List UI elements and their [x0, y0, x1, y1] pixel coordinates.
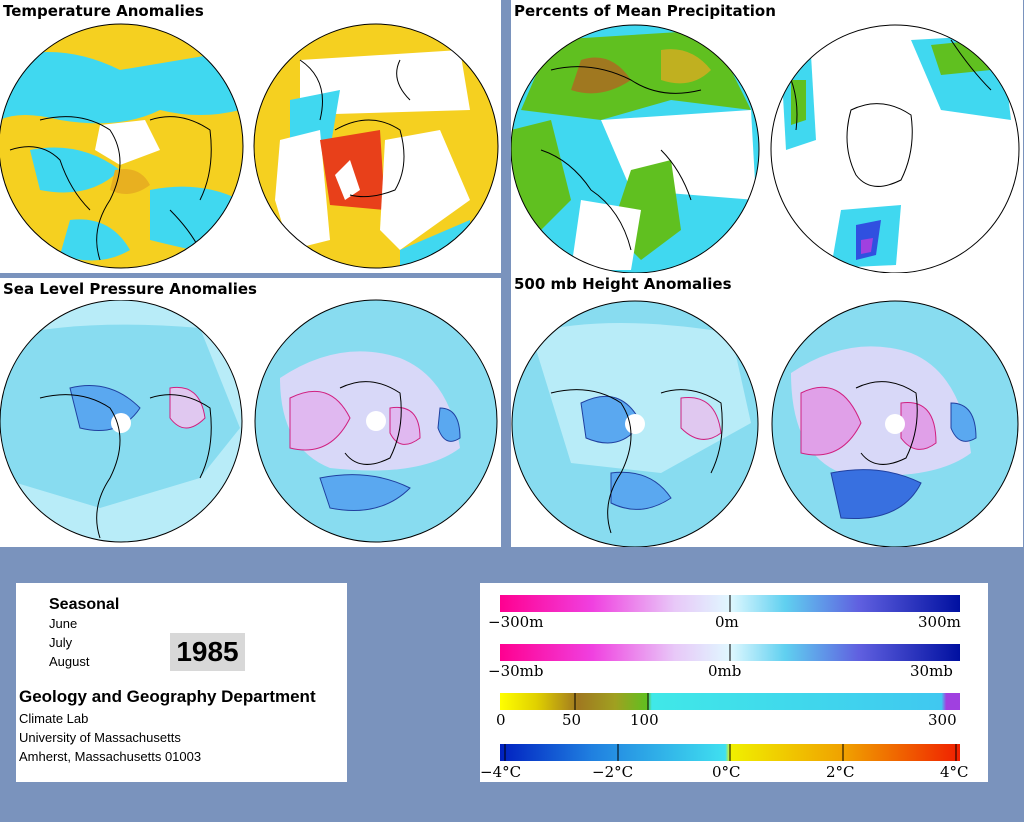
temp-label-4: 4°C: [940, 763, 969, 781]
precip-label-100: 100: [630, 711, 659, 729]
month-2: July: [49, 635, 73, 650]
pressure-panel: Sea Level Pressure Anomalies: [0, 278, 501, 547]
height-south-map: [772, 301, 1018, 547]
precip-colorbar: [500, 693, 960, 710]
month-3: August: [49, 654, 90, 669]
address-line-3: Amherst, Massachusetts 01003: [19, 749, 202, 764]
temp-label-minus2: −2°C: [592, 763, 634, 781]
precipitation-north-map: [511, 25, 759, 273]
temperature-south-map: [254, 24, 498, 268]
address-line-2: University of Massachusetts: [19, 730, 181, 745]
height-label-max: 300m: [918, 613, 961, 631]
pressure-label-max: 30mb: [910, 662, 953, 680]
precipitation-panel: Percents of Mean Precipitation: [511, 0, 1023, 273]
height-label-min: −300m: [488, 613, 544, 631]
info-box: Seasonal June July August 1985 Geology a…: [16, 583, 347, 782]
temperature-panel: Temperature Anomalies: [0, 0, 501, 273]
temperature-north-map: [0, 24, 243, 268]
pressure-maps: [0, 299, 498, 543]
precipitation-title: Percents of Mean Precipitation: [512, 0, 778, 22]
legend-box: −300m 0m 300m −30mb 0mb 30mb 0 50 100 30…: [480, 583, 988, 782]
precip-label-0: 0: [496, 711, 506, 729]
height-label-zero: 0m: [715, 613, 739, 631]
pressure-south-map: [255, 300, 497, 542]
legend-bars: [500, 595, 960, 761]
pressure-label-zero: 0mb: [708, 662, 742, 680]
pressure-label-min: −30mb: [488, 662, 544, 680]
month-1: June: [49, 616, 78, 631]
year-badge: 1985: [170, 633, 245, 671]
temperature-title: Temperature Anomalies: [1, 0, 206, 22]
precip-label-50: 50: [562, 711, 582, 729]
period-label: Seasonal: [49, 596, 120, 613]
department-name: Geology and Geography Department: [19, 687, 316, 706]
precip-label-300: 300: [928, 711, 957, 729]
address-line-1: Climate Lab: [19, 711, 89, 726]
temperature-maps: [0, 23, 499, 269]
pressure-north-map: [0, 300, 242, 542]
height-maps: [511, 300, 1019, 547]
precipitation-maps: [511, 24, 1020, 273]
temp-label-0: 0°C: [712, 763, 741, 781]
temp-label-minus4: −4°C: [480, 763, 522, 781]
height-panel: 500 mb Height Anomalies: [511, 273, 1023, 547]
height-north-map: [512, 301, 758, 547]
temp-label-2: 2°C: [826, 763, 855, 781]
precipitation-south-map: [771, 25, 1019, 273]
pressure-title: Sea Level Pressure Anomalies: [1, 278, 259, 300]
height-title: 500 mb Height Anomalies: [512, 273, 734, 295]
